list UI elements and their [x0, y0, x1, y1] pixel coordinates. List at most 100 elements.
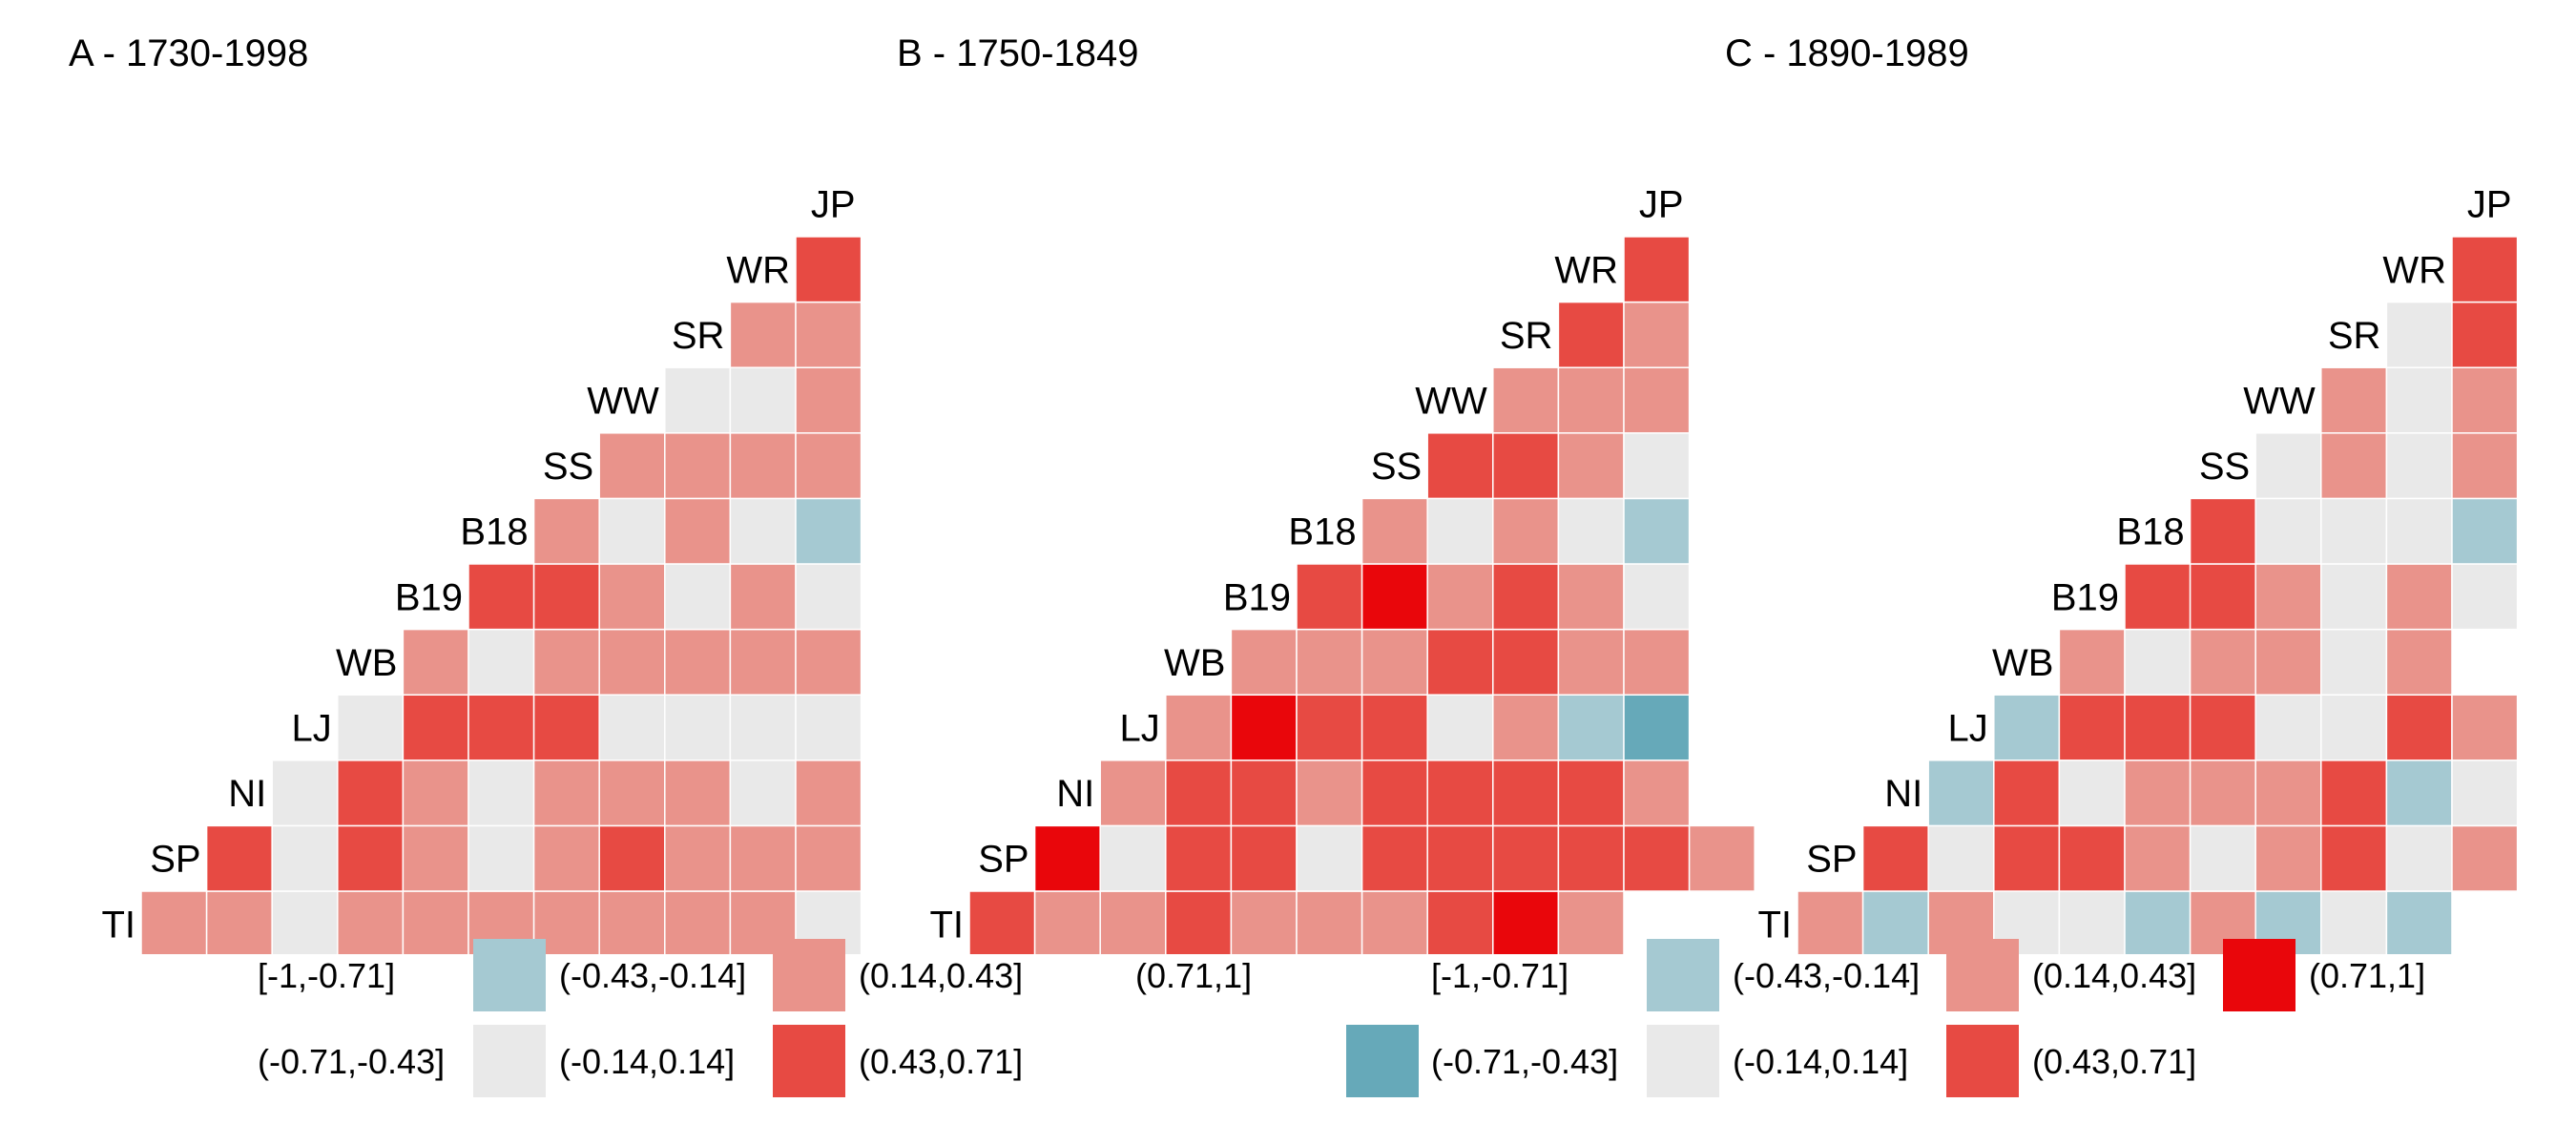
heatmap-cell — [2320, 890, 2388, 954]
panel-title-a: A - 1730-1998 — [69, 32, 309, 74]
heatmap-cell — [2058, 628, 2126, 696]
heatmap-cell — [1296, 563, 1363, 631]
heatmap-cell — [795, 236, 862, 303]
heatmap-cell — [1623, 301, 1691, 368]
heatmap-cell — [729, 760, 797, 827]
legend-1-label-2: (-0.43,-0.14] — [559, 956, 747, 995]
axis-label-jp: JP — [1639, 184, 1684, 226]
axis-label-sp: SP — [978, 839, 1028, 881]
heatmap-cell — [1230, 824, 1298, 892]
heatmap-cell — [2385, 563, 2453, 631]
axis-label-b19: B19 — [395, 576, 463, 618]
heatmap-cell — [1623, 366, 1691, 434]
heatmap-cell — [598, 432, 666, 500]
heatmap-cell — [2451, 497, 2519, 565]
heatmap-cell — [2254, 824, 2322, 892]
legend-1-label-3: (-0.14,0.14] — [559, 1042, 736, 1081]
heatmap-cell — [795, 497, 862, 565]
heatmap-cell — [729, 628, 797, 696]
heatmap-cell — [2320, 694, 2388, 761]
heatmap-cell — [1165, 694, 1233, 761]
axis-label-b18: B18 — [460, 511, 528, 553]
axis-label-sr: SR — [672, 315, 725, 357]
heatmap-cell — [402, 890, 469, 954]
legend-1-label-1: (-0.71,-0.43] — [258, 1042, 446, 1081]
heatmap-cell — [968, 890, 1036, 954]
heatmap-cell — [1927, 824, 1995, 892]
heatmap-cell — [2320, 563, 2388, 631]
legend-2-label-4: (0.14,0.43] — [2032, 956, 2197, 995]
heatmap-cell — [1492, 432, 1560, 500]
heatmap-cell — [2451, 236, 2519, 303]
legend-2-key-3 — [1647, 1025, 1719, 1097]
heatmap-cell — [729, 563, 797, 631]
axis-label-ss: SS — [1371, 446, 1422, 488]
axis-label-sp: SP — [1806, 839, 1857, 881]
heatmap-cell — [1361, 563, 1428, 631]
heatmap-cell — [1492, 890, 1560, 954]
heatmap-cell — [1492, 628, 1560, 696]
heatmap-canvas: TISPNILJWBB19B18SSWWSRWRJPTISPNILJWBB19B… — [101, 184, 2519, 954]
heatmap-cell — [795, 432, 862, 500]
heatmap-cell — [467, 628, 535, 696]
axis-label-ni: NI — [228, 773, 266, 815]
heatmap-cell — [2189, 760, 2256, 827]
heatmap-cell — [2385, 694, 2453, 761]
heatmap-cell — [1296, 890, 1363, 954]
axis-label-b19: B19 — [1223, 576, 1291, 618]
heatmap-cell — [532, 563, 600, 631]
heatmap-cell — [795, 301, 862, 368]
heatmap-cell — [795, 563, 862, 631]
heatmap-cell — [2320, 824, 2388, 892]
heatmap-cell — [795, 824, 862, 892]
heatmap-cell — [2058, 760, 2126, 827]
heatmap-cell — [1927, 760, 1995, 827]
heatmap-cell — [532, 694, 600, 761]
heatmap-cell — [2254, 563, 2322, 631]
axis-label-ti: TI — [1757, 904, 1792, 946]
heatmap-cell — [1361, 890, 1428, 954]
heatmap-cell — [2451, 563, 2519, 631]
heatmap-cell — [795, 366, 862, 434]
heatmap-cell — [1557, 563, 1625, 631]
heatmap-cell — [1165, 760, 1233, 827]
heatmap-cell — [1557, 824, 1625, 892]
heatmap-cell — [729, 432, 797, 500]
heatmap-cell — [402, 694, 469, 761]
heatmap-cell — [2385, 432, 2453, 500]
heatmap-cell — [2385, 628, 2453, 696]
axis-label-b18: B18 — [2116, 511, 2184, 553]
heatmap-cell — [532, 824, 600, 892]
heatmap-cell — [271, 760, 339, 827]
heatmap-cell — [1361, 628, 1428, 696]
legend-2-key-4 — [1946, 939, 2019, 1011]
legend-1-key-4 — [773, 939, 845, 1011]
legend-1-key-2 — [473, 939, 546, 1011]
heatmap-cell — [598, 760, 666, 827]
heatmap-cell — [2058, 824, 2126, 892]
heatmap-cell — [664, 890, 732, 954]
heatmap-cell — [2189, 563, 2256, 631]
axis-label-ww: WW — [587, 381, 659, 423]
heatmap-cell — [598, 628, 666, 696]
heatmap-cell — [729, 497, 797, 565]
heatmap-cell — [1557, 628, 1625, 696]
heatmap-cell — [664, 497, 732, 565]
heatmap-cell — [2451, 694, 2519, 761]
heatmap-cell — [2320, 628, 2388, 696]
axis-label-ti: TI — [101, 904, 135, 946]
heatmap-cell — [402, 824, 469, 892]
legend-2-key-1 — [1346, 1025, 1419, 1097]
heatmap-cell — [1557, 432, 1625, 500]
legend-2-key-6 — [2223, 939, 2296, 1011]
axis-label-ww: WW — [2243, 381, 2316, 423]
heatmap-cell — [532, 497, 600, 565]
heatmap-cell — [729, 694, 797, 761]
heatmap-cell — [1492, 694, 1560, 761]
heatmap-cell — [664, 694, 732, 761]
heatmap-cell — [1296, 824, 1363, 892]
heatmap-cell — [1426, 824, 1494, 892]
legend-1-label-0: [-1,-0.71] — [258, 956, 396, 995]
heatmap-cell — [2254, 694, 2322, 761]
